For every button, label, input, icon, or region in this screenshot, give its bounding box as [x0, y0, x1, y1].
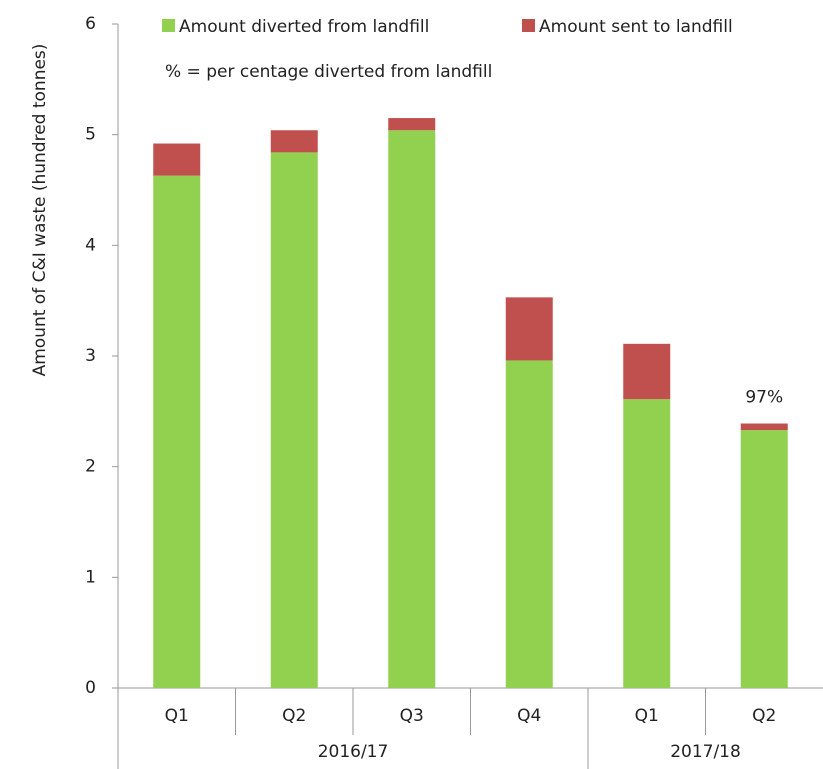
y-tick-label: 5 [85, 125, 96, 145]
y-axis-label: Amount of C&I waste (hundred tonnes) [30, 44, 50, 377]
legend-label: Amount diverted from landfill [179, 17, 429, 37]
bar-segment [740, 430, 788, 688]
bar-segment [505, 297, 553, 361]
y-tick-label: 6 [85, 14, 96, 34]
y-tick-label: 1 [85, 567, 96, 587]
group-label: 2017/18 [670, 742, 741, 762]
bar-segment [623, 399, 671, 688]
bar-segment [623, 343, 671, 400]
bar-segment [270, 130, 318, 153]
bar-segment [388, 130, 436, 689]
y-tick-label: 2 [85, 457, 96, 477]
legend-swatch [162, 19, 175, 32]
x-tick-label: Q3 [400, 706, 424, 726]
bar-segment [740, 423, 788, 431]
bar-segment [388, 118, 436, 131]
y-tick-label: 4 [85, 235, 96, 255]
bar-segment [270, 152, 318, 688]
x-tick-label: Q2 [752, 706, 776, 726]
bar-segment [153, 175, 201, 688]
legend-label: Amount sent to landfill [539, 17, 733, 37]
note: % = per centage diverted from landfill [165, 62, 492, 82]
bar-segment [153, 143, 201, 176]
y-tick-label: 3 [85, 346, 96, 366]
y-tick-label: 0 [85, 678, 96, 698]
x-tick-label: Q1 [165, 706, 189, 726]
group-label: 2016/17 [318, 742, 389, 762]
x-tick-label: Q1 [635, 706, 659, 726]
legend-swatch [522, 19, 535, 32]
x-tick-label: Q2 [282, 706, 306, 726]
annotation: 97% [745, 388, 783, 408]
bar-segment [505, 360, 553, 688]
x-tick-label: Q4 [517, 706, 541, 726]
